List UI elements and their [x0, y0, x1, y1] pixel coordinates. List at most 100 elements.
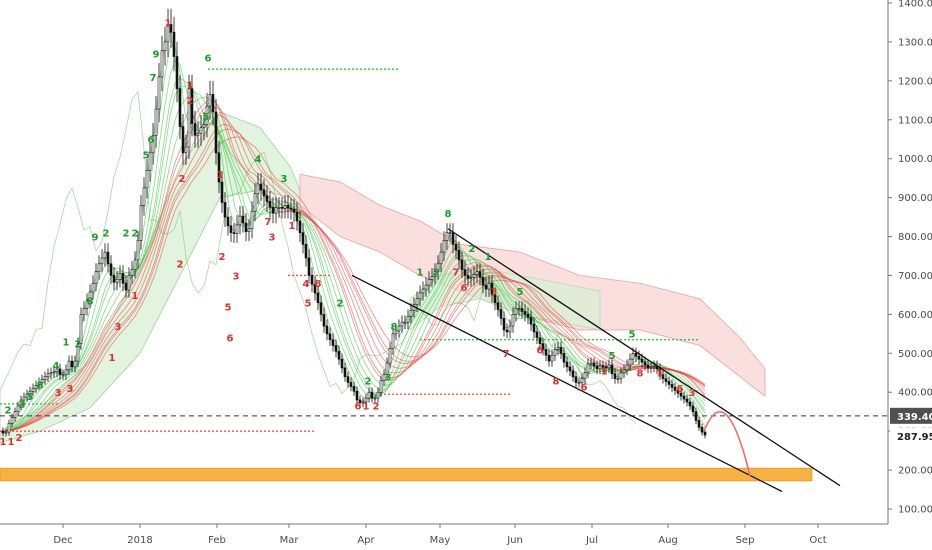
- candle-down: [559, 347, 563, 354]
- td-label: 5: [27, 392, 34, 403]
- td-label: 2: [103, 229, 110, 240]
- candle-down: [292, 208, 296, 213]
- candle-up: [364, 397, 368, 403]
- td-label: 6: [205, 53, 212, 64]
- candle-up: [577, 382, 581, 384]
- candle-up: [247, 228, 251, 232]
- candle-up: [25, 393, 29, 398]
- candle-up: [94, 271, 98, 284]
- td-label: 1: [8, 437, 15, 448]
- td-label: 2: [219, 252, 226, 263]
- candle-up: [205, 105, 209, 125]
- td-label: 8: [87, 297, 94, 308]
- candle-up: [136, 240, 140, 261]
- candle-down: [268, 201, 272, 208]
- candle-up: [388, 348, 392, 364]
- ma-line-8: [0, 101, 706, 432]
- x-tick-label: May: [430, 535, 451, 546]
- candle-down: [544, 349, 548, 356]
- candle-down: [190, 88, 194, 124]
- candle-up: [511, 314, 515, 327]
- candle-down: [340, 358, 344, 369]
- td-label: 6: [148, 135, 155, 146]
- candle-up: [553, 349, 557, 356]
- candle-down: [355, 390, 359, 401]
- candle-down: [172, 31, 176, 57]
- candle-up: [37, 382, 41, 386]
- y-tick-label: 1400.00: [898, 0, 932, 10]
- candle-down: [265, 195, 269, 202]
- y-tick-label: 1000.00: [898, 154, 932, 165]
- candle-up: [97, 263, 101, 272]
- candle-down: [595, 365, 599, 370]
- td-label: 3: [19, 400, 26, 411]
- td-label: 6: [461, 283, 468, 294]
- candle-up: [619, 372, 623, 379]
- td-label: 7: [503, 349, 510, 360]
- candle-up: [277, 207, 281, 209]
- candle-down: [574, 376, 578, 383]
- y-tick-label: 200.00: [898, 466, 932, 477]
- candle-down: [334, 345, 338, 352]
- candle-up: [373, 397, 377, 400]
- td-label: 2: [75, 339, 82, 350]
- candle-up: [514, 308, 518, 315]
- td-label: 9: [92, 232, 99, 243]
- candle-down: [604, 366, 608, 369]
- td-label: 6: [355, 402, 362, 413]
- candle-up: [4, 431, 8, 434]
- td-label: 5: [305, 299, 312, 310]
- candle-up: [409, 310, 413, 317]
- ma-line-7: [0, 97, 706, 432]
- td-label: 1: [132, 291, 139, 302]
- candle-down: [661, 374, 665, 379]
- candle-down: [478, 271, 482, 278]
- candle-down: [592, 362, 596, 367]
- td-label: 8: [445, 209, 452, 220]
- candle-down: [310, 275, 314, 285]
- candle-down: [670, 384, 674, 388]
- candle-down: [271, 207, 275, 214]
- td-label: 2: [365, 376, 372, 387]
- td-label: 4: [255, 155, 262, 166]
- candle-down: [640, 358, 644, 363]
- candle-down: [454, 244, 458, 251]
- td-label: 3: [689, 388, 696, 399]
- candle-down: [499, 309, 503, 319]
- y-tick-label: 1300.00: [898, 37, 932, 48]
- candle-down: [358, 399, 362, 404]
- price-tag-label: 339.40: [897, 412, 932, 423]
- candle-up: [139, 205, 143, 241]
- x-tick-label: Jun: [506, 535, 523, 546]
- x-tick-label: Sep: [736, 535, 755, 546]
- candle-up: [424, 284, 428, 290]
- candle-up: [43, 376, 47, 380]
- td-label: 1: [485, 252, 492, 263]
- candle-down: [220, 181, 224, 203]
- x-tick-label: Mar: [280, 535, 300, 546]
- candle-up: [397, 325, 401, 332]
- candle-up: [394, 330, 398, 335]
- candle-down: [664, 378, 668, 382]
- td-label: 2: [16, 433, 23, 444]
- candle-up: [130, 269, 134, 276]
- candle-down: [460, 259, 464, 270]
- candle-up: [607, 364, 611, 369]
- candle-down: [532, 323, 536, 333]
- td-label: 1: [417, 267, 424, 278]
- candle-down: [493, 294, 497, 304]
- y-tick-label: 600.00: [898, 310, 932, 321]
- td-label: 2: [373, 402, 380, 413]
- candle-up: [433, 271, 437, 277]
- candle-up: [40, 379, 44, 383]
- candle-up: [16, 405, 20, 412]
- candle-down: [304, 244, 308, 259]
- td-label: 4: [303, 279, 310, 290]
- candle-down: [547, 354, 551, 362]
- candle-up: [406, 316, 410, 323]
- candle-down: [217, 152, 221, 183]
- td-label: 4: [53, 361, 60, 372]
- td-label: 1: [363, 402, 370, 413]
- candle-up: [151, 135, 155, 154]
